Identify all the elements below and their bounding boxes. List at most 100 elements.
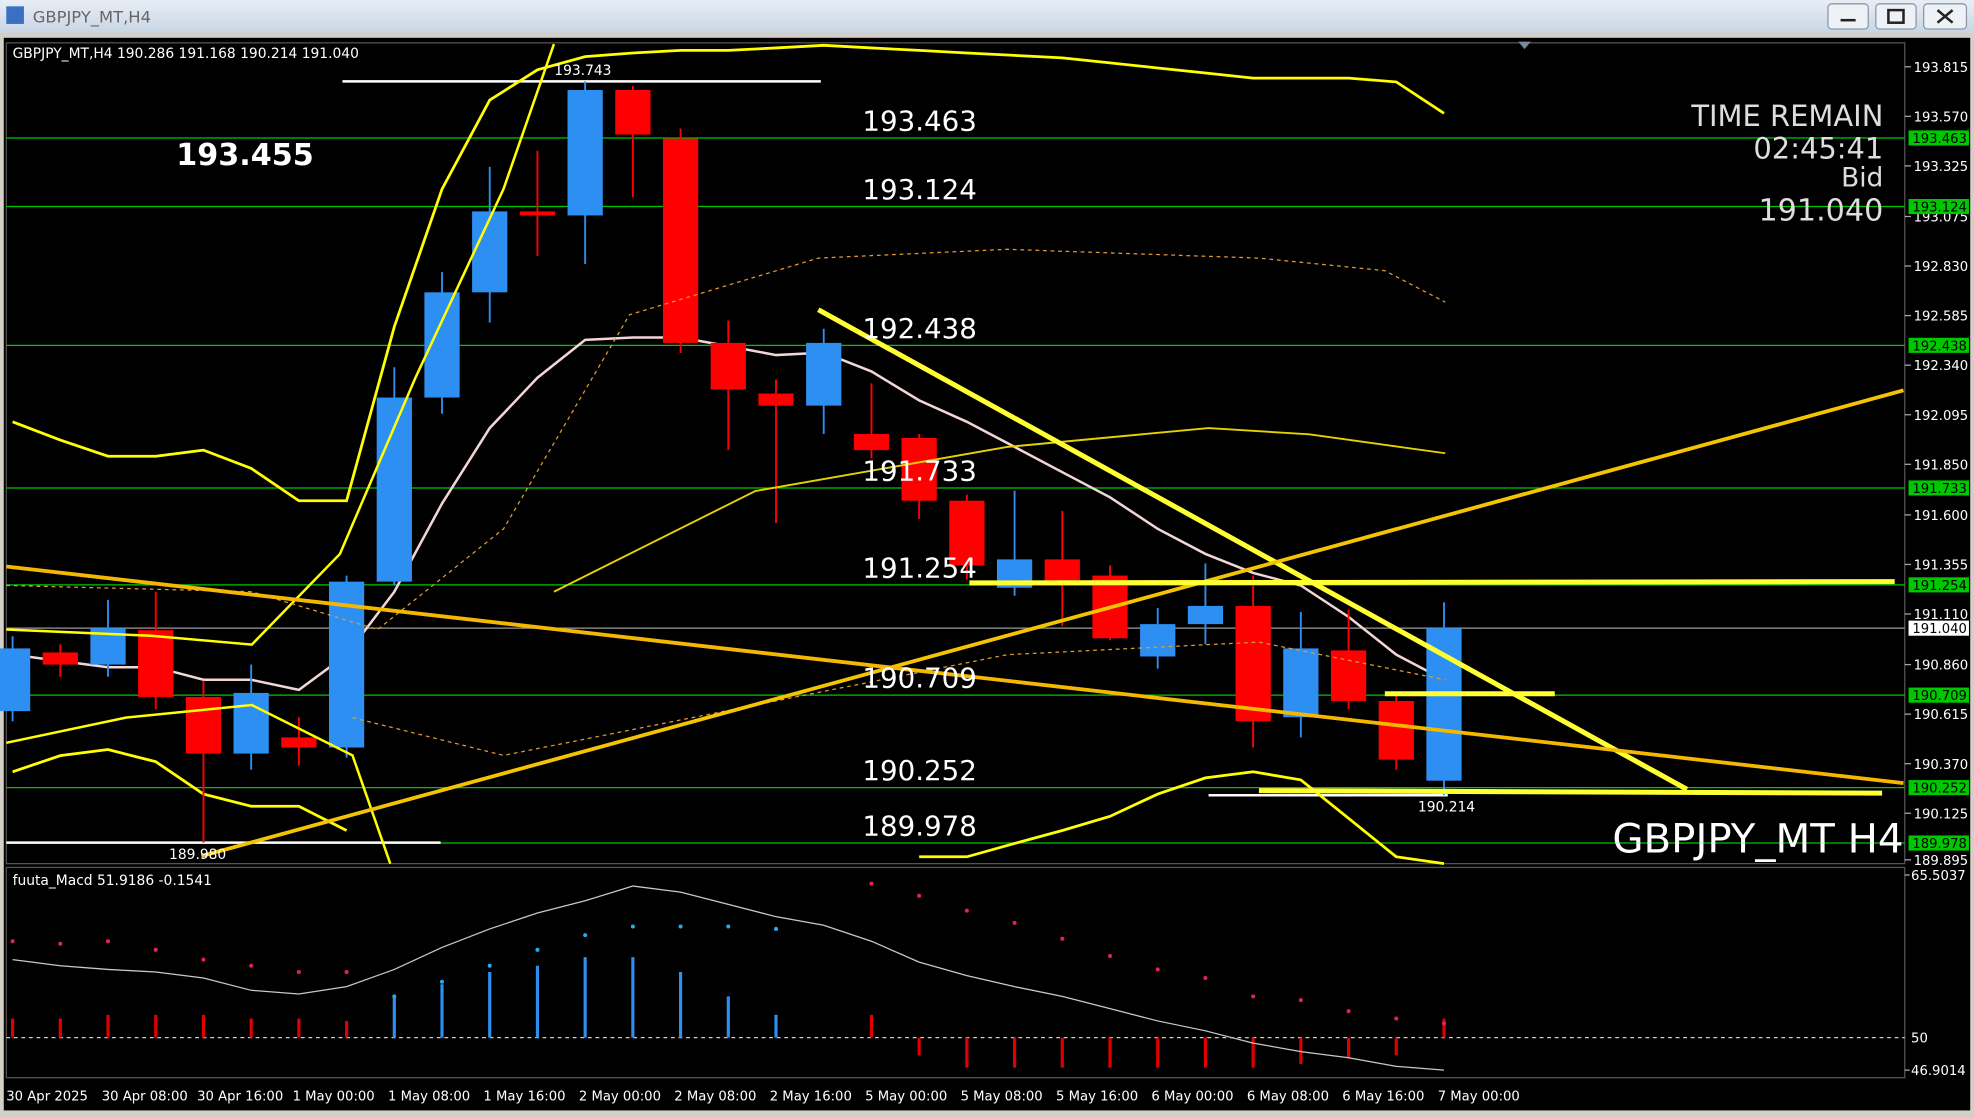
candle-body (1283, 648, 1319, 718)
y-tick-label: 193.815 (1914, 61, 1969, 76)
x-tick-label: 5 May 00:00 (865, 1089, 947, 1104)
y-tick-label: 193.570 (1914, 110, 1969, 125)
bid-badge (1908, 620, 1969, 636)
x-tick-label: 5 May 16:00 (1056, 1089, 1138, 1104)
macd-tick-label: 65.5037 (1911, 869, 1966, 884)
y-tick-label: 189.895 (1914, 854, 1969, 869)
candle-body (806, 342, 842, 406)
x-tick-label: 30 Apr 08:00 (102, 1089, 188, 1104)
macd-signal-dot (392, 994, 397, 999)
macd-signal-dot (1251, 994, 1256, 999)
marked-price-label: 193.743 (554, 63, 611, 79)
candle-body (758, 393, 794, 406)
candle-body (1330, 650, 1367, 702)
x-tick-label: 6 May 00:00 (1151, 1089, 1233, 1104)
candle-body (949, 500, 985, 566)
main-panel (0, 43, 1912, 1071)
level-badge-label: 191.733 (1912, 482, 1967, 497)
level-badge-label: 191.254 (1912, 579, 1967, 594)
level-badge-label: 193.463 (1912, 132, 1967, 147)
macd-signal-dot (439, 979, 445, 984)
x-tick-label: 6 May 16:00 (1342, 1089, 1424, 1104)
x-tick-label: 2 May 08:00 (674, 1089, 756, 1104)
candle-body (662, 138, 699, 343)
candle-body (519, 211, 556, 216)
candle-body (185, 696, 222, 754)
y-tick-label: 192.585 (1914, 310, 1969, 325)
level-label: 190.709 (862, 662, 977, 695)
macd-tick-label: 50 (1911, 1032, 1928, 1047)
level-badge-label: 190.709 (1912, 689, 1967, 704)
macd-signal-dot (1441, 1021, 1447, 1026)
level-badge (1908, 687, 1969, 703)
macd-signal-dot (678, 924, 683, 929)
macd-signal-dot (106, 939, 111, 944)
macd-signal-dot (1155, 967, 1160, 972)
level-badge (1908, 835, 1969, 851)
macd-signal-dot (773, 926, 779, 931)
x-tick-label: 6 May 08:00 (1247, 1089, 1329, 1104)
candle-body (328, 581, 365, 748)
macd-line (12, 885, 1445, 1071)
level-label: 192.438 (862, 312, 977, 345)
macd-signal-dot (583, 933, 588, 938)
candle-body (1044, 559, 1080, 582)
indicator-line (919, 770, 1445, 866)
candle-body (281, 737, 317, 748)
x-tick-label: 1 May 16:00 (483, 1089, 565, 1104)
macd-signal-dot (1346, 1009, 1351, 1014)
y-tick-label: 190.125 (1914, 807, 1969, 822)
macd-signal-dot (917, 893, 922, 898)
candle-body (615, 90, 651, 135)
y-tick-label: 190.860 (1914, 659, 1969, 674)
marked-price-label: 190.214 (1418, 800, 1475, 816)
macd-header: fuuta_Macd 51.9186 -0.1541 (13, 873, 212, 889)
chart-area (3, 37, 1971, 1111)
x-tick-label: 30 Apr 16:00 (197, 1089, 283, 1104)
x-tick-label: 7 May 00:00 (1438, 1089, 1520, 1104)
main-panel-border (5, 42, 1906, 865)
macd-signal-dot (1298, 998, 1303, 1003)
marked-price-label: 189.980 (169, 847, 226, 863)
shift-marker (1518, 41, 1531, 50)
macd-signal-dot (487, 963, 492, 968)
macd-signal-dot (1203, 976, 1208, 981)
macd-signal-dot (726, 924, 731, 929)
indicator-line (12, 748, 348, 832)
candle-body (1140, 624, 1176, 657)
level-badge (1908, 130, 1969, 146)
minimize-button[interactable] (1827, 3, 1869, 30)
window-buttons[interactable] (1827, 3, 1968, 30)
y-tick-label: 191.600 (1914, 509, 1969, 524)
macd-signal-dot (535, 947, 540, 952)
level-badge-label: 189.978 (1912, 837, 1967, 852)
macd-signal-dot (1012, 920, 1017, 925)
maximize-button[interactable] (1875, 3, 1917, 30)
macd-signal-dot (201, 957, 206, 962)
x-tick-label: 5 May 08:00 (961, 1089, 1043, 1104)
level-label: 193.463 (862, 104, 977, 137)
y-tick-label: 190.615 (1914, 708, 1969, 723)
big-price-label: 193.455 (176, 138, 314, 173)
macd-signal-dot (1107, 953, 1113, 959)
timer-title: TIME REMAIN (1690, 99, 1883, 133)
level-badge-label: 193.124 (1912, 201, 1967, 216)
macd-panel-border (5, 866, 1906, 1079)
macd-signal-dot (1394, 1016, 1399, 1021)
level-badge-label: 190.252 (1912, 782, 1967, 797)
macd-tick-label: 46.9014 (1911, 1064, 1966, 1079)
level-badge (1908, 480, 1969, 496)
level-label: 193.124 (862, 173, 977, 206)
candle-body (1378, 701, 1414, 760)
x-tick-label: 30 Apr 2025 (6, 1089, 88, 1104)
x-tick-label: 1 May 00:00 (293, 1089, 375, 1104)
trend-lines (6, 43, 1904, 865)
level-badge (1908, 199, 1969, 215)
x-tick-label: 1 May 08:00 (388, 1089, 470, 1104)
level-badge (1908, 337, 1969, 353)
level-label: 191.733 (862, 454, 977, 487)
x-tick-label: 2 May 16:00 (770, 1089, 852, 1104)
level-badge (1908, 577, 1969, 593)
level-badge (1908, 780, 1969, 796)
